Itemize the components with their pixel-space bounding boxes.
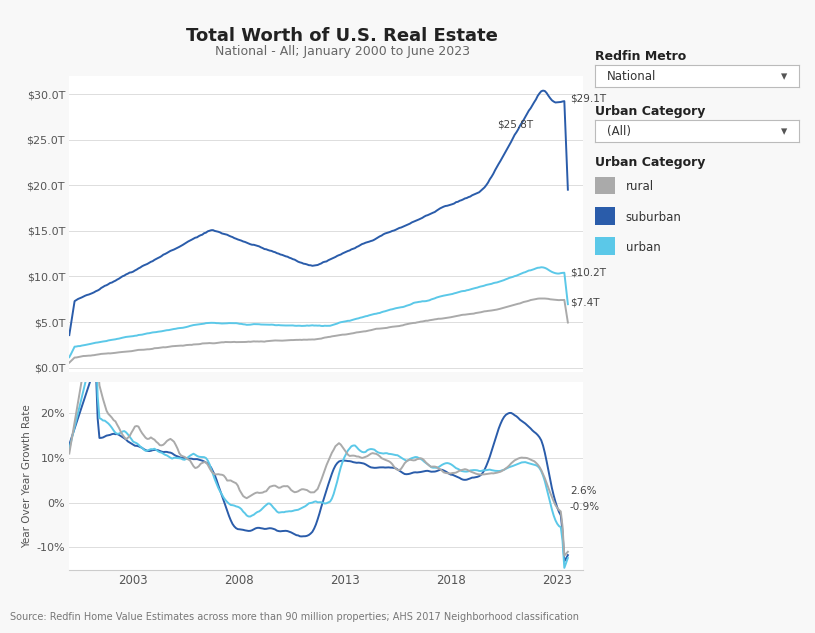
Text: National - All; January 2000 to June 2023: National - All; January 2000 to June 202… [215, 45, 469, 58]
Text: suburban: suburban [626, 211, 682, 223]
Text: Redfin Metro: Redfin Metro [595, 50, 686, 63]
Text: ▾: ▾ [782, 70, 787, 83]
Text: $7.4T: $7.4T [570, 298, 600, 308]
Text: ▾: ▾ [782, 125, 787, 138]
Text: $29.1T: $29.1T [570, 94, 606, 104]
Text: Total Worth of U.S. Real Estate: Total Worth of U.S. Real Estate [187, 27, 498, 45]
Text: 2.6%: 2.6% [570, 486, 597, 496]
Text: rural: rural [626, 180, 654, 193]
Text: $10.2T: $10.2T [570, 268, 606, 278]
Text: Urban Category: Urban Category [595, 156, 705, 169]
Text: Source: Redfin Home Value Estimates across more than 90 million properties; AHS : Source: Redfin Home Value Estimates acro… [10, 612, 579, 622]
Text: Urban Category: Urban Category [595, 105, 705, 118]
Text: -0.9%: -0.9% [570, 502, 600, 511]
Text: (All): (All) [607, 125, 631, 138]
Y-axis label: Year Over Year Growth Rate: Year Over Year Growth Rate [22, 404, 33, 548]
Text: urban: urban [626, 241, 661, 254]
Text: $25.8T: $25.8T [497, 120, 533, 130]
Text: National: National [607, 70, 657, 83]
